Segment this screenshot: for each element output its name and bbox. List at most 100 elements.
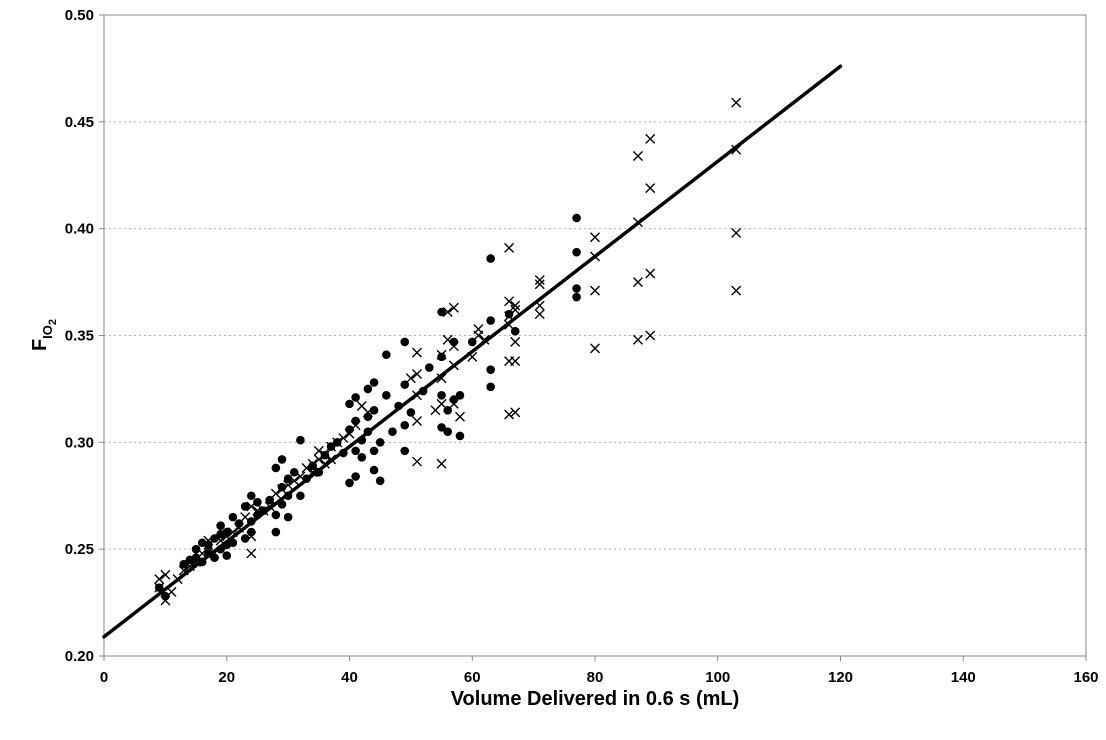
data-point-x-60 [448, 302, 459, 313]
gridlines [104, 121, 1086, 550]
x-tick-label-120: 120 [828, 669, 853, 686]
data-point-x-48 [412, 368, 423, 379]
data-point-x-88 [632, 151, 643, 162]
data-point-circle-72 [400, 420, 410, 430]
data-point-x-73 [510, 356, 521, 367]
data-point-circle-25 [247, 491, 256, 501]
data-point-x-20 [246, 501, 257, 512]
x-tick-label-160: 160 [1073, 669, 1098, 686]
data-point-circle-31 [271, 510, 281, 520]
data-point-circle-57 [357, 452, 367, 462]
data-point-circle-27 [253, 497, 262, 507]
y-tick-label-0.50: 0.50 [65, 7, 94, 24]
data-point-circle-87 [455, 391, 465, 400]
y-tick-label-0.20: 0.20 [65, 648, 94, 665]
data-point-x-10 [203, 539, 214, 550]
y-tick-label-0.30: 0.30 [65, 434, 94, 451]
data-point-circle-35 [277, 455, 287, 464]
data-point-circle-22 [240, 502, 250, 511]
data-point-x-53 [436, 373, 447, 384]
y-tick-label-0.35: 0.35 [65, 328, 94, 345]
y-tick-label-0.45: 0.45 [65, 114, 94, 131]
data-point-x-46 [412, 415, 423, 426]
data-point-circle-51 [345, 399, 354, 409]
data-point-circle-92 [486, 254, 495, 263]
data-point-x-59 [448, 341, 459, 352]
data-point-x-41 [350, 420, 361, 431]
data-point-circle-89 [486, 382, 495, 392]
data-point-circle-79 [437, 391, 446, 400]
data-point-x-94 [731, 227, 742, 238]
x-axis-title: Volume Delivered in 0.6 s (mL) [451, 688, 740, 710]
data-point-circle-61 [369, 465, 379, 475]
data-point-x-43 [362, 407, 373, 418]
data-point-x-90 [645, 268, 656, 279]
data-point-x-57 [448, 398, 459, 409]
data-point-x-79 [534, 279, 545, 290]
data-point-x-17 [240, 512, 251, 523]
data-point-x-28 [295, 471, 306, 482]
data-point-circle-75 [406, 408, 416, 417]
data-point-x-35 [319, 450, 330, 461]
y-axis-title-subsub: 2 [47, 319, 59, 325]
data-point-circle-68 [382, 350, 391, 360]
data-point-x-75 [510, 304, 521, 315]
data-point-x-24 [270, 488, 281, 499]
data-point-circle-65 [375, 476, 385, 486]
data-point-x-56 [442, 307, 453, 317]
x-tick-label-0: 0 [100, 669, 108, 686]
data-point-circle-62 [369, 446, 379, 456]
data-point-circle-21 [240, 534, 250, 543]
x-tick-label-80: 80 [587, 669, 604, 686]
data-point-circle-71 [400, 446, 410, 456]
data-point-circle-80 [437, 352, 446, 362]
data-point-circle-81 [437, 307, 446, 317]
y-axis-title-sub: IO [40, 325, 55, 339]
data-point-circle-96 [572, 284, 581, 293]
data-point-x-27 [289, 475, 300, 486]
data-point-x-30 [307, 458, 318, 469]
data-point-circle-59 [363, 412, 373, 421]
data-point-x-25 [276, 484, 287, 495]
data-point-x-86 [632, 277, 643, 288]
data-point-circle-41 [296, 435, 305, 445]
data-point-circle-64 [369, 378, 379, 387]
data-point-circle-78 [437, 423, 446, 432]
data-point-circle-49 [345, 478, 354, 488]
data-point-x-72 [510, 407, 521, 418]
data-point-x-19 [246, 531, 257, 542]
data-point-x-1 [154, 574, 165, 585]
x-tick-label-140: 140 [951, 669, 976, 686]
data-point-x-11 [203, 535, 214, 546]
data-point-circle-91 [486, 316, 495, 325]
data-point-x-51 [436, 458, 447, 469]
data-point-circle-93 [504, 309, 514, 319]
y-axis-title-main: F [29, 339, 51, 351]
data-point-circle-95 [572, 292, 581, 302]
data-point-x-82 [590, 285, 600, 296]
data-point-x-71 [504, 242, 515, 253]
data-point-circle-67 [382, 391, 391, 400]
data-point-x-85 [632, 334, 643, 345]
data-point-x-91 [645, 183, 656, 194]
data-point-circle-60 [363, 384, 373, 394]
data-point-circle-63 [369, 405, 379, 415]
data-point-circle-14 [216, 521, 225, 530]
data-point-circle-90 [486, 365, 495, 374]
data-point-circle-40 [296, 491, 305, 501]
data-point-x-3 [160, 569, 171, 580]
data-point-x-49 [412, 347, 423, 358]
data-point-x-66 [504, 409, 515, 420]
data-point-circle-98 [572, 213, 581, 223]
data-point-x-29 [301, 462, 312, 473]
data-point-x-2 [160, 595, 171, 606]
data-point-x-45 [412, 456, 423, 467]
data-point-x-32 [313, 454, 324, 465]
data-point-circle-84 [449, 337, 459, 347]
data-point-circle-4 [191, 544, 201, 554]
data-point-x-93 [731, 285, 742, 296]
data-point-x-70 [504, 296, 515, 307]
data-point-circle-15 [222, 551, 232, 560]
data-point-x-26 [283, 480, 294, 491]
